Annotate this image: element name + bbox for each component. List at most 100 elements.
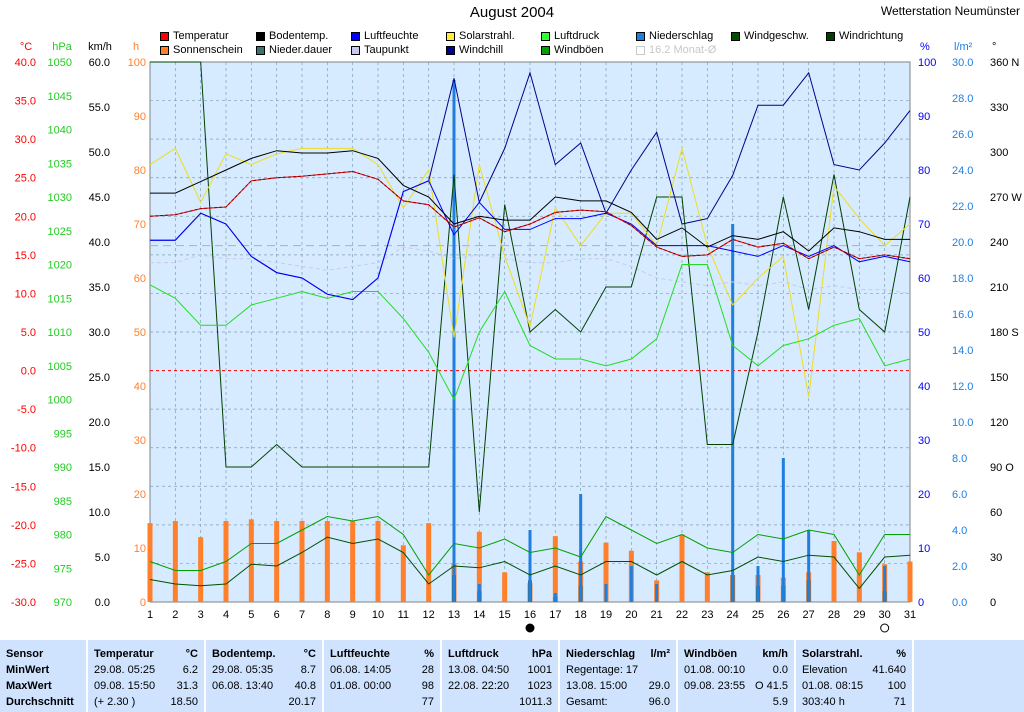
stats-feuchte-min-date: 06.08. 14:05 xyxy=(330,664,392,676)
legend-item-windchill: Windchill xyxy=(446,44,503,56)
stats-boden-max-date: 06.08. 13:40 xyxy=(212,680,274,692)
axis-tick-temp: 20.0 xyxy=(15,211,36,223)
axis-tick-kmh: 45.0 xyxy=(89,192,110,204)
weather-chart: 40.035.030.025.020.015.010.05.00.0-5.0-1… xyxy=(11,41,1022,633)
stats-niederschlag-column: Niederschlag l/m² Regentage: 17 13.08. 15… xyxy=(560,643,676,710)
stats-solar-max-date: 01.08. 08:15 xyxy=(802,680,864,692)
stats-regen-total-label: Gesamt: xyxy=(566,696,608,708)
legend-item-taupunkt: Taupunkt xyxy=(351,44,409,56)
stats-unit-niederschlag: l/m² xyxy=(650,648,670,660)
axis-tick-pct: 80 xyxy=(918,165,930,177)
stats-boden-min-date: 29.08. 05:35 xyxy=(212,664,274,676)
stats-header-temperatur: Temperatur xyxy=(94,648,154,660)
axis-tick-day: 1 xyxy=(147,609,153,621)
axis-tick-day: 10 xyxy=(372,609,384,621)
axis-tick-kmh: 60.0 xyxy=(89,57,110,69)
stats-row-label-min: MinWert xyxy=(6,664,50,676)
stats-boeen-max-value: O 41.5 xyxy=(754,680,788,692)
sunshine-bar xyxy=(704,572,710,602)
axis-unit-hpa: hPa xyxy=(52,41,72,53)
axis-tick-deg: 90 O xyxy=(990,462,1014,474)
axis-tick-deg: 60 xyxy=(990,507,1002,519)
legend-item-windrichtung: Windrichtung xyxy=(826,30,903,42)
axis-tick-pct: 60 xyxy=(918,273,930,285)
axis-tick-deg: 180 S xyxy=(990,327,1019,339)
axis-tick-kmh: 10.0 xyxy=(89,507,110,519)
sunshine-bar xyxy=(375,521,381,602)
stats-unit-luftfeuchte: % xyxy=(424,648,434,660)
axis-tick-lm2: 4.0 xyxy=(952,525,967,537)
axis-tick-lm2: 16.0 xyxy=(952,309,973,321)
axis-tick-deg: 300 xyxy=(990,147,1008,159)
axis-tick-day: 4 xyxy=(223,609,229,621)
precipitation-bar xyxy=(553,593,557,602)
axis-tick-pct: 0 xyxy=(918,597,924,609)
axis-tick-h: 30 xyxy=(134,435,146,447)
precipitation-bar xyxy=(452,80,456,602)
axis-tick-h: 40 xyxy=(134,381,146,393)
stats-feuchte-avg-value: 77 xyxy=(421,696,434,708)
stats-boden-max-value: 40.8 xyxy=(294,680,316,692)
axis-tick-deg: 210 xyxy=(990,282,1008,294)
axis-tick-kmh: 15.0 xyxy=(89,462,110,474)
stats-feuchte-min-value: 28 xyxy=(421,664,434,676)
axis-tick-deg: 360 N xyxy=(990,57,1019,69)
axis-unit-lm2: l/m² xyxy=(954,41,973,53)
axis-tick-temp: 5.0 xyxy=(21,327,36,339)
sunshine-bar xyxy=(476,531,482,602)
stats-druck-min-value: 1001 xyxy=(527,664,552,676)
axis-tick-day: 19 xyxy=(600,609,612,621)
axis-tick-day: 21 xyxy=(651,609,663,621)
stats-temperatur-column: Temperatur °C 29.08. 05:25 6.2 09.08. 15:5… xyxy=(88,643,204,710)
axis-tick-day: 12 xyxy=(423,609,435,621)
axis-tick-lm2: 0.0 xyxy=(952,597,967,609)
stats-regen-total-value: 96.0 xyxy=(648,696,670,708)
axis-tick-pct: 100 xyxy=(918,57,936,69)
axis-tick-day: 8 xyxy=(324,609,330,621)
stats-solar-elevation-value: 41.640 xyxy=(872,664,906,676)
axis-tick-kmh: 25.0 xyxy=(89,372,110,384)
axis-tick-lm2: 30.0 xyxy=(952,57,973,69)
axis-tick-deg: 0 xyxy=(990,597,996,609)
legend-item-solarstrahl: Solarstrahl. xyxy=(446,30,515,42)
axis-tick-day: 3 xyxy=(198,609,204,621)
axis-tick-kmh: 5.0 xyxy=(95,552,110,564)
axis-tick-day: 13 xyxy=(448,609,460,621)
stats-druck-max-date: 22.08. 22:20 xyxy=(448,680,510,692)
axis-tick-lm2: 10.0 xyxy=(952,417,973,429)
axis-tick-hpa: 1030 xyxy=(48,192,72,204)
axis-tick-day: 5 xyxy=(248,609,254,621)
stats-header-solarstrahl: Solarstrahl. xyxy=(802,648,863,660)
stats-row-label-avg: Durchschnitt xyxy=(6,696,74,708)
legend-item-bodentemp: Bodentemp. xyxy=(256,30,328,42)
sunshine-bar xyxy=(679,534,685,602)
axis-tick-day: 24 xyxy=(727,609,739,621)
stats-temp-max-value: 31.3 xyxy=(176,680,198,692)
axis-tick-hpa: 990 xyxy=(54,462,72,474)
stats-temp-min-value: 6.2 xyxy=(182,664,198,676)
axis-unit-kmh: km/h xyxy=(88,41,112,53)
stats-header-bodentemp: Bodentemp. xyxy=(212,648,276,660)
legend-item-windgeschw: Windgeschw. xyxy=(731,30,809,42)
axis-tick-temp: 35.0 xyxy=(15,96,36,108)
chart-area: 40.0 35.0 30.0 25.0 20.0 15.0 10.0 5.0 0.0 -5.0 -1… xyxy=(11,41,1022,633)
axis-tick-day: 20 xyxy=(625,609,637,621)
stats-solar-elevation-label: Elevation xyxy=(802,664,848,676)
axis-tick-day: 30 xyxy=(879,609,891,621)
axis-unit-temp: °C xyxy=(20,41,32,53)
axis-tick-lm2: 20.0 xyxy=(952,237,973,249)
axis-tick-day: 16 xyxy=(524,609,536,621)
sunshine-bar xyxy=(831,540,837,602)
axis-tick-hpa: 1015 xyxy=(48,293,72,305)
sunshine-bar xyxy=(324,521,330,602)
stats-unit-temperatur: °C xyxy=(185,648,198,660)
axis-unit-deg: ° xyxy=(992,41,996,53)
precipitation-bar xyxy=(477,584,481,602)
axis-tick-kmh: 50.0 xyxy=(89,147,110,159)
sunshine-bar xyxy=(603,542,609,602)
axis-tick-h: 70 xyxy=(134,219,146,231)
axis-tick-lm2: 6.0 xyxy=(952,489,967,501)
axis-tick-deg: 330 xyxy=(990,102,1008,114)
stats-windboeen-column: Windböen km/h 01.08. 00:10 0.0 09.08. 23:5… xyxy=(678,643,794,710)
axis-tick-lm2: 18.0 xyxy=(952,273,973,285)
